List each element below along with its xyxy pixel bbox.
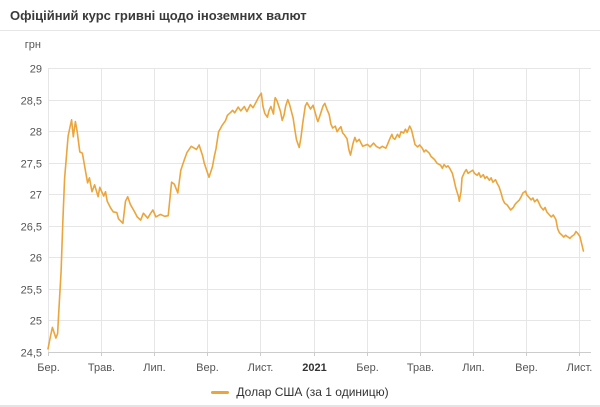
- y-axis-label: 27: [30, 190, 42, 202]
- x-axis-label: 2021: [302, 362, 326, 374]
- x-axis-label: Лип.: [462, 362, 484, 374]
- y-axis-label: 27,5: [21, 159, 42, 171]
- y-axis-label: 26: [30, 253, 42, 265]
- y-axis-label: 28,5: [21, 96, 42, 108]
- x-axis-label: Лип.: [143, 362, 165, 374]
- y-axis-label: 25: [30, 316, 42, 328]
- x-axis-label: Бер.: [37, 362, 60, 374]
- legend-line-marker: [211, 390, 230, 394]
- legend-item-usd[interactable]: Долар США (за 1 одиницю): [0, 383, 600, 401]
- legend-label: Долар США (за 1 одиницю): [236, 385, 389, 399]
- x-axis-label: Вер.: [196, 362, 219, 374]
- y-axis-label: 28: [30, 127, 42, 139]
- page-title: Офіційний курс гривні щодо іноземних вал…: [10, 8, 307, 23]
- x-axis-label: Лист.: [567, 362, 593, 374]
- y-axis-unit-label: грн: [24, 39, 41, 51]
- x-axis-label: Лист.: [248, 362, 274, 374]
- y-axis-label: 24,5: [21, 348, 42, 360]
- x-axis-label: Трав.: [407, 362, 434, 374]
- x-axis-label: Трав.: [88, 362, 115, 374]
- y-axis-label: 26,5: [21, 222, 42, 234]
- x-axis-label: Бер.: [356, 362, 379, 374]
- usd-series-line[interactable]: [47, 92, 585, 350]
- x-axis-label: Вер.: [515, 362, 538, 374]
- widget-header: Офіційний курс гривні щодо іноземних вал…: [0, 0, 600, 31]
- y-axis-label: 25,5: [21, 285, 42, 297]
- y-axis-label: 29: [30, 64, 42, 76]
